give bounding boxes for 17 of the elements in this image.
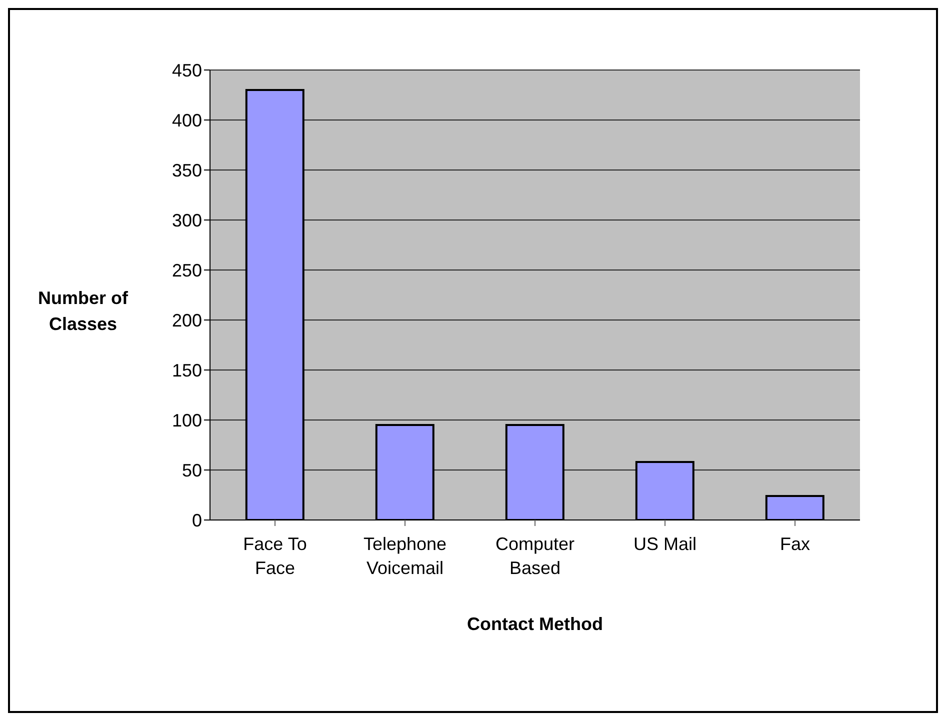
- y-tick-label: 250: [172, 260, 202, 280]
- y-tick-label: 450: [172, 60, 202, 80]
- x-axis-title: Contact Method: [467, 614, 603, 634]
- y-tick-label: 0: [192, 510, 202, 530]
- y-tick-label: 300: [172, 210, 202, 230]
- x-tick-label: Fax: [780, 534, 810, 554]
- x-tick-label: US Mail: [633, 534, 697, 554]
- y-tick-label: 50: [182, 460, 202, 480]
- y-tick-label: 100: [172, 410, 202, 430]
- x-tick-label: Face To Face: [243, 534, 307, 578]
- y-tick-label: 400: [172, 110, 202, 130]
- y-axis-title: Number of Classes: [37, 287, 129, 336]
- y-tick-label: 200: [172, 310, 202, 330]
- x-tick-label: Telephone Voicemail: [363, 534, 447, 578]
- x-tick-label: Computer Based: [495, 534, 575, 578]
- y-tick-label: 350: [172, 160, 202, 180]
- y-tick-label: 150: [172, 360, 202, 380]
